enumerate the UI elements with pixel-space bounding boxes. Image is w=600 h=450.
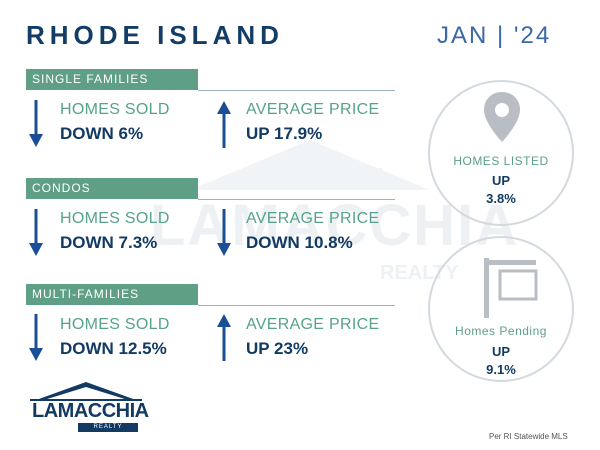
homes-pending-label: Homes Pending — [455, 324, 547, 338]
watermark-house-icon — [190, 140, 430, 190]
section-header-multi-families: MULTI-FAMILIES — [26, 284, 198, 305]
down-arrow-icon — [28, 209, 44, 262]
logo-roof-icon — [30, 382, 142, 401]
company-logo: LAMACCHIA REALTY — [30, 380, 149, 436]
average-price-label: AVERAGE PRICE — [246, 101, 380, 118]
watermark: LAMACCHIA REALTY — [150, 130, 517, 310]
average-price-label: AVERAGE PRICE — [246, 316, 380, 333]
down-arrow-icon — [28, 100, 44, 153]
average-price-value: DOWN 10.8% — [246, 233, 353, 252]
homes-sold-value: DOWN 12.5% — [60, 339, 167, 358]
homes-sold-label: HOMES SOLD — [60, 101, 170, 118]
homes-sold-label: HOMES SOLD — [60, 210, 170, 227]
down-arrow-icon — [28, 314, 44, 367]
source-note: Per RI Statewide MLS — [489, 432, 568, 441]
section-divider — [198, 305, 395, 306]
logo-name: LAMACCHIA — [32, 400, 149, 422]
up-arrow-icon — [216, 101, 232, 154]
average-price-value: UP 17.9% — [246, 124, 323, 143]
homes-listed-card: HOMES LISTED UP 3.8% — [428, 80, 574, 226]
homes-pending-percent: 9.1% — [486, 362, 516, 377]
sold-sign-icon — [480, 258, 540, 325]
homes-listed-direction: UP — [491, 173, 511, 188]
logo-tagline: REALTY — [78, 423, 138, 432]
section-header-single-families: SINGLE FAMILIES — [26, 69, 198, 90]
homes-sold-value: DOWN 7.3% — [60, 233, 158, 252]
average-price-label: AVERAGE PRICE — [246, 210, 380, 227]
average-price-value: UP 23% — [246, 339, 309, 358]
section-divider — [198, 199, 395, 200]
up-arrow-icon — [216, 314, 232, 367]
homes-pending-direction: UP — [491, 344, 511, 359]
homes-sold-label: HOMES SOLD — [60, 316, 170, 333]
homes-sold-value: DOWN 6% — [60, 124, 144, 143]
down-arrow-icon — [216, 209, 232, 262]
period-label: JAN | '24 — [437, 22, 552, 49]
homes-listed-percent: 3.8% — [486, 191, 516, 206]
homes-pending-card: Homes Pending UP 9.1% — [428, 236, 574, 382]
map-pin-icon — [482, 90, 522, 151]
page-title: RHODE ISLAND — [26, 20, 284, 50]
homes-listed-label: HOMES LISTED — [453, 154, 549, 168]
section-divider — [198, 90, 395, 91]
section-header-condos: CONDOS — [26, 178, 198, 199]
